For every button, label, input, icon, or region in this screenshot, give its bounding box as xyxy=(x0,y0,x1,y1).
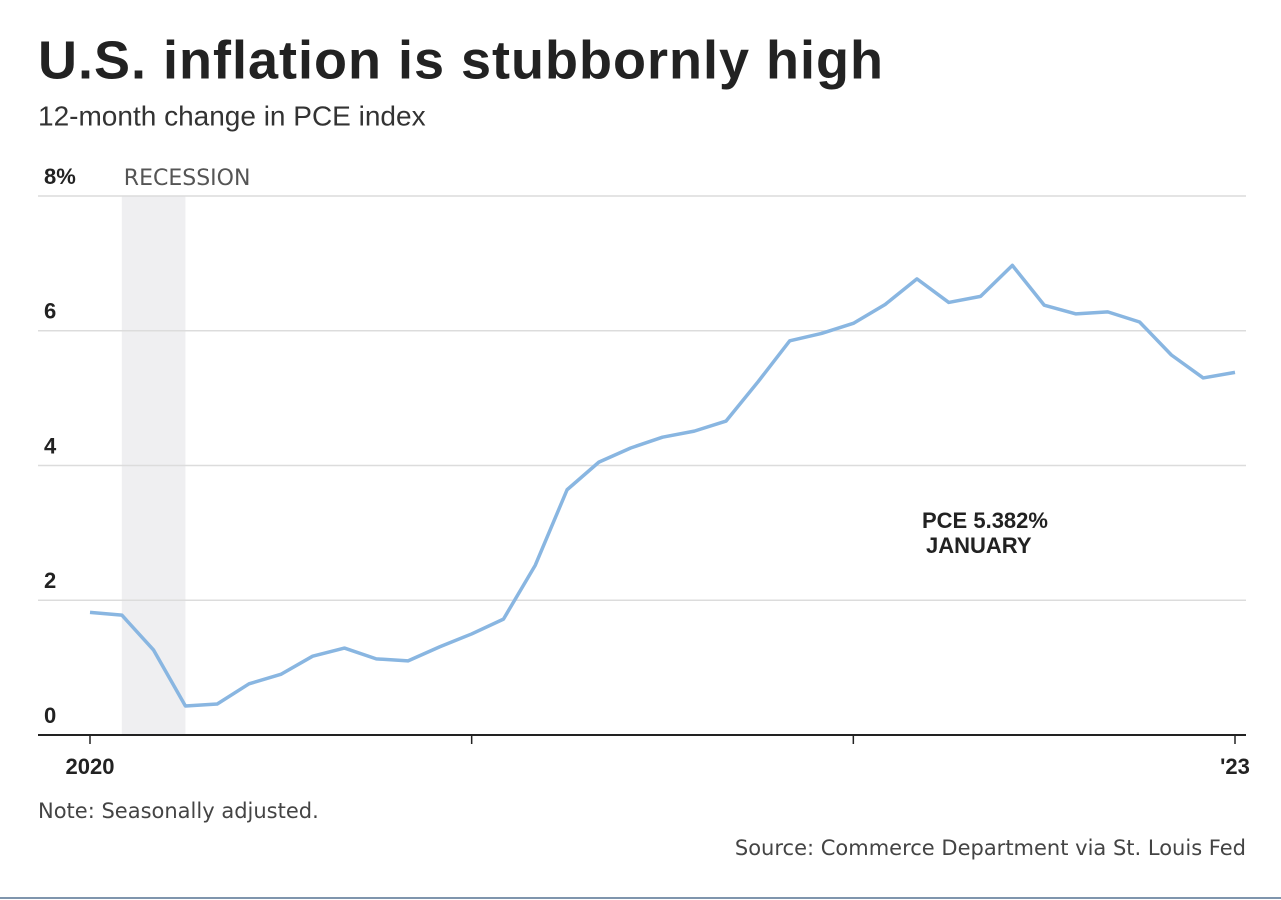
y-tick-label: 4 xyxy=(44,433,57,458)
y-tick-label: 2 xyxy=(44,568,56,593)
annotation: JANUARY xyxy=(926,533,1032,558)
y-tick-label: 6 xyxy=(44,299,56,324)
x-tick-label: '23 xyxy=(1220,754,1250,779)
chart-title: U.S. inflation is stubbornly high xyxy=(38,30,884,90)
data-line xyxy=(89,263,1236,708)
x-tick-label: 2020 xyxy=(66,754,115,779)
note: Note: Seasonally adjusted. xyxy=(38,799,319,823)
chart-subtitle: 12-month change in PCE index xyxy=(38,100,426,131)
y-tick-label: 0 xyxy=(44,703,56,728)
shade-label: RECESSION xyxy=(124,166,251,191)
y-tick-label: 8% xyxy=(44,164,76,189)
source: Source: Commerce Department via St. Loui… xyxy=(735,836,1246,860)
annotation: PCE 5.382% xyxy=(922,508,1048,533)
